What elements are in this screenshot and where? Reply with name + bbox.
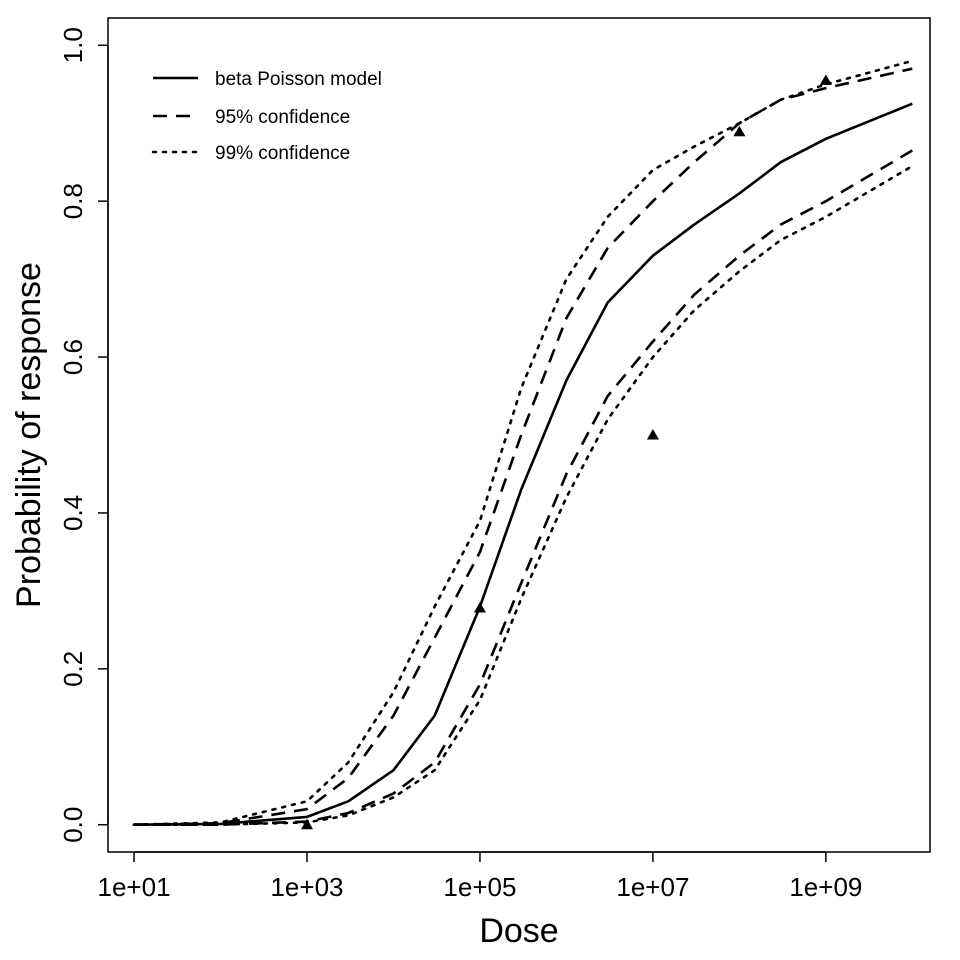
observed-point <box>646 429 659 440</box>
x-tick-label: 1e+03 <box>270 872 343 902</box>
series-layer <box>132 59 914 827</box>
series-line-0 <box>133 102 913 826</box>
observed-point <box>819 74 832 85</box>
legend-label-model: beta Poisson model <box>215 69 382 90</box>
y-tick-label: 0.2 <box>58 651 88 687</box>
observed-point <box>473 602 486 613</box>
y-tick-label: 0.8 <box>58 183 88 219</box>
y-tick-label: 0.6 <box>58 339 88 375</box>
observed-point <box>300 818 313 830</box>
legend-label-99: 99% confidence <box>215 143 350 164</box>
y-axis-title: Probability of response <box>10 262 48 608</box>
legend: beta Poisson model 95% confidence 99% co… <box>151 69 382 164</box>
y-tick-label: 1.0 <box>58 27 88 63</box>
series-line-4 <box>132 164 914 827</box>
observed-point <box>733 125 746 137</box>
y-tick-label: 0.4 <box>58 495 88 531</box>
x-tick-label: 1e+05 <box>443 872 516 902</box>
series-line-1 <box>133 67 913 826</box>
series-line-2 <box>134 149 913 827</box>
x-axis-title: Dose <box>479 912 558 950</box>
observed-points <box>300 74 832 830</box>
series-line-3 <box>132 59 914 827</box>
y-axis: 0.0 0.2 0.4 0.6 0.8 1.0 <box>58 27 109 843</box>
legend-label-95: 95% confidence <box>215 107 350 128</box>
y-tick-label: 0.0 <box>58 807 88 843</box>
x-axis: 1e+01 1e+03 1e+05 1e+07 1e+09 <box>98 851 862 902</box>
x-tick-label: 1e+01 <box>98 872 171 902</box>
x-tick-label: 1e+07 <box>616 872 689 902</box>
x-tick-label: 1e+09 <box>789 872 862 902</box>
